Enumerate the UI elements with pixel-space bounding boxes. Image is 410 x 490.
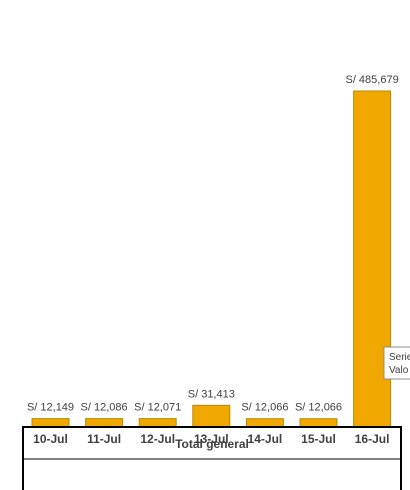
tooltip: Serie Valo <box>384 347 410 379</box>
category-label-15-Jul: 15-Jul <box>301 432 336 446</box>
bar-14-Jul[interactable] <box>246 419 283 427</box>
data-labels-layer: S/ 12,149 S/ 12,086 S/ 12,071 S/ 31,413 S/ 1… <box>27 74 399 414</box>
data-label-14-Jul: S/ 12,066 <box>241 402 288 414</box>
tooltip-line-2: Valo <box>389 365 409 376</box>
data-label-13-Jul: S/ 31,413 <box>188 388 235 400</box>
tooltip-line-1: Serie <box>389 352 410 363</box>
data-label-12-Jul: S/ 12,071 <box>134 402 181 414</box>
data-label-11-Jul: S/ 12,086 <box>81 402 128 414</box>
bar-13-Jul[interactable] <box>193 405 230 427</box>
bar-15-Jul[interactable] <box>300 419 337 427</box>
bar-12-Jul[interactable] <box>139 419 176 427</box>
group-label: Total general <box>175 437 249 451</box>
data-label-10-Jul: S/ 12,149 <box>27 402 74 414</box>
category-label-16-Jul: 16-Jul <box>355 432 390 446</box>
data-label-15-Jul: S/ 12,066 <box>295 402 342 414</box>
data-label-16-Jul: S/ 485,679 <box>345 74 398 86</box>
category-label-10-Jul: 10-Jul <box>33 432 68 446</box>
bar-11-Jul[interactable] <box>86 419 123 427</box>
bars-layer <box>32 91 391 427</box>
category-label-12-Jul: 12-Jul <box>140 432 175 446</box>
category-label-14-Jul: 14-Jul <box>248 432 283 446</box>
category-label-11-Jul: 11-Jul <box>87 432 121 446</box>
bar-10-Jul[interactable] <box>32 419 69 427</box>
